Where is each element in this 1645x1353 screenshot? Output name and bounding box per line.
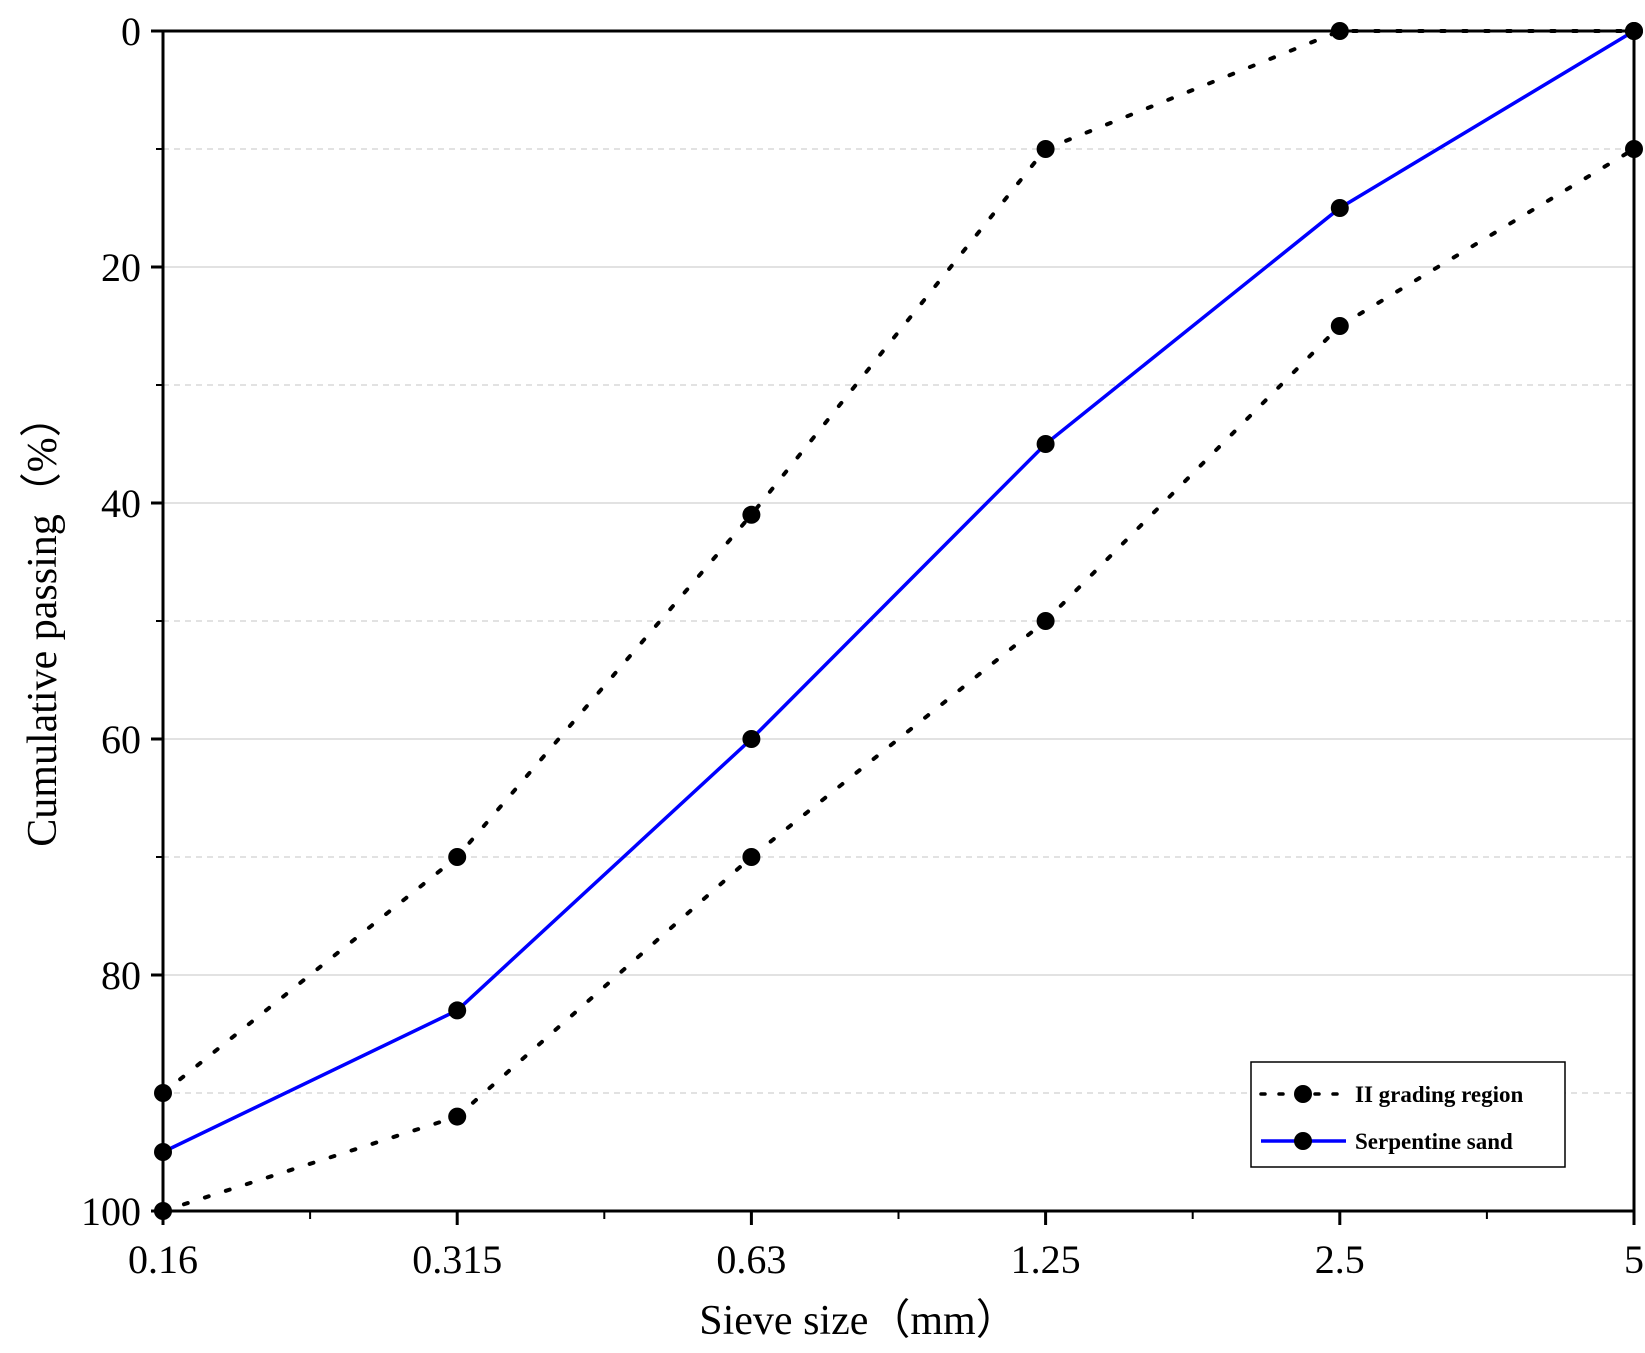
data-point-measured (742, 730, 761, 748)
x-tick-label: 5 (1624, 1237, 1644, 1282)
y-tick-label: 100 (81, 1189, 141, 1234)
series-layer (154, 22, 1643, 1220)
y-tick-label: 20 (101, 245, 141, 290)
data-point-upper-limit (448, 848, 467, 866)
x-tick-label: 0.63 (716, 1237, 786, 1282)
data-point-lower-limit (448, 1107, 467, 1126)
data-point-lower-limit (1330, 317, 1349, 335)
x-axis-title: Sieve size（mm） (699, 1298, 1017, 1344)
data-point-upper-limit (1036, 140, 1055, 158)
data-point-measured (1036, 435, 1055, 453)
x-tick-label: 0.16 (128, 1237, 198, 1282)
series-line-upper-limit (161, 29, 1636, 1095)
data-point-lower-limit (1036, 612, 1055, 630)
series-line-lower-limit (161, 147, 1636, 1213)
y-tick-label: 0 (121, 9, 141, 54)
x-tick-label: 2.5 (1315, 1237, 1365, 1282)
series-line-measured (162, 29, 1635, 1154)
legend-marker (1294, 1085, 1312, 1103)
data-point-measured (448, 1001, 467, 1020)
y-tick-label: 80 (101, 953, 141, 998)
x-tick-label: 0.315 (412, 1237, 502, 1282)
legend: II grading region Serpentine sand (1250, 1061, 1566, 1168)
data-point-lower-limit (742, 848, 761, 866)
y-tick-label: 40 (101, 481, 141, 526)
data-point-measured (1330, 199, 1349, 217)
legend-marker (1294, 1132, 1312, 1150)
data-point-upper-limit (742, 505, 761, 524)
legend-label: II grading region (1355, 1082, 1523, 1107)
y-tick-label: 60 (101, 717, 141, 762)
y-axis-title: Cumulative passing（%） (20, 395, 66, 846)
legend-label: Serpentine sand (1355, 1129, 1513, 1154)
gridlines (163, 148, 1634, 1094)
x-tick-label: 1.25 (1011, 1237, 1081, 1282)
